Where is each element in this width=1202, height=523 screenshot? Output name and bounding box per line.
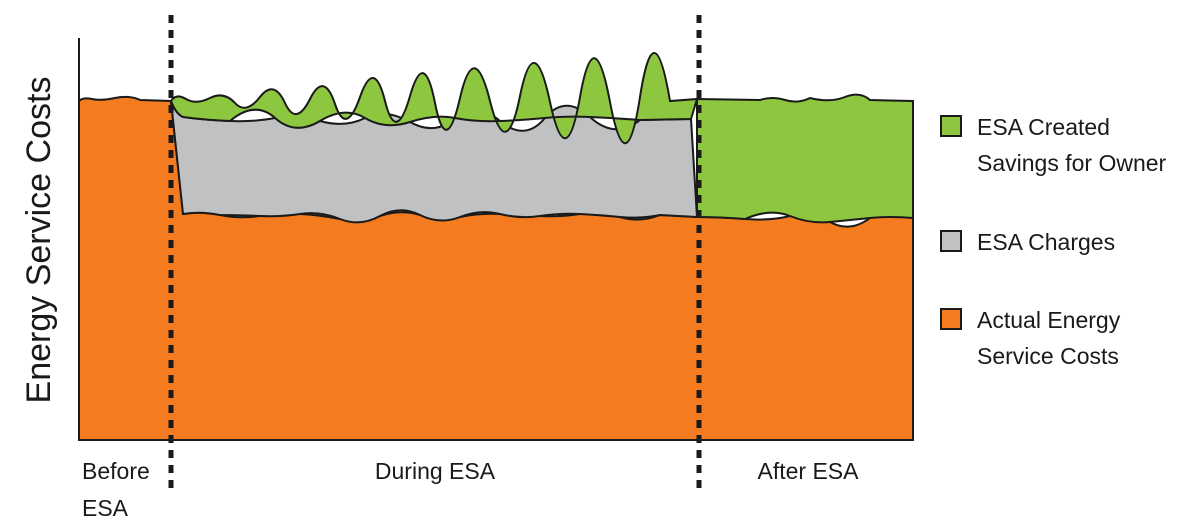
legend-label-charges: ESA Charges bbox=[977, 229, 1115, 255]
legend-label-actual-line1: Actual Energy bbox=[977, 307, 1121, 333]
legend-label-savings-line1: ESA Created bbox=[977, 114, 1110, 140]
legend-swatch-charges bbox=[940, 230, 962, 252]
phase-label-during: During ESA bbox=[375, 458, 496, 484]
legend-label-actual-line2: Service Costs bbox=[977, 343, 1119, 369]
phase-label-before-line2: ESA bbox=[82, 495, 129, 521]
y-axis-label: Energy Service Costs bbox=[20, 77, 58, 404]
area-esa-savings-after bbox=[696, 93, 914, 224]
area-esa-savings-during bbox=[169, 52, 699, 145]
legend: ESA Created Savings for Owner ESA Charge… bbox=[940, 114, 1167, 369]
phase-label-before-line1: Before bbox=[82, 458, 150, 484]
legend-label-savings-line2: Savings for Owner bbox=[977, 150, 1167, 176]
legend-swatch-savings bbox=[940, 115, 962, 137]
phase-label-after: After ESA bbox=[758, 458, 860, 484]
legend-swatch-actual bbox=[940, 308, 962, 330]
